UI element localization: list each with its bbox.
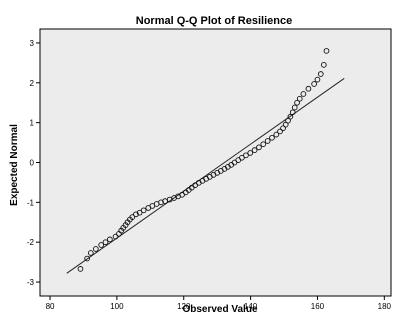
data-point <box>140 207 147 214</box>
data-point <box>92 246 99 252</box>
data-point <box>287 113 294 120</box>
data-point <box>256 144 262 151</box>
data-point <box>112 233 119 240</box>
y-tick-label: 0 <box>30 159 35 168</box>
data-point <box>239 154 245 161</box>
data-point <box>296 95 303 102</box>
data-point <box>87 250 94 256</box>
reference-line <box>66 78 345 274</box>
data-point <box>311 81 317 87</box>
data-point <box>280 125 286 132</box>
plot-area <box>39 28 392 297</box>
data-point <box>133 211 139 218</box>
x-tick-label: 80 <box>46 302 55 311</box>
data-point <box>243 152 249 159</box>
data-point <box>129 214 136 220</box>
y-tick-label: 2 <box>30 79 35 88</box>
data-points <box>77 48 330 272</box>
data-point <box>247 150 254 156</box>
axis-ticks: 80 100 120 140 160 180 -3 -2 -1 0 1 2 3 <box>27 39 392 311</box>
data-point <box>264 138 271 144</box>
data-point <box>158 199 164 206</box>
data-point <box>77 266 84 272</box>
y-tick-label: -3 <box>27 278 35 287</box>
data-point <box>294 99 300 106</box>
data-point <box>102 239 109 246</box>
data-point <box>277 128 283 135</box>
data-point <box>260 141 267 148</box>
y-tick-label: -2 <box>27 238 35 247</box>
data-point <box>317 71 324 77</box>
x-tick-label: 100 <box>110 302 124 311</box>
x-tick-label: 160 <box>311 302 325 311</box>
x-tick-label: 140 <box>244 302 258 311</box>
data-point <box>314 76 321 83</box>
data-point <box>291 104 298 111</box>
data-point <box>98 242 105 248</box>
data-point <box>269 134 275 141</box>
y-axis-label: Expected Normal <box>9 124 20 206</box>
data-point <box>273 131 280 138</box>
data-point <box>323 48 330 54</box>
x-axis-label: Observed Value <box>182 304 257 315</box>
data-point <box>136 209 143 216</box>
y-tick-label: -1 <box>27 198 35 207</box>
y-tick-label: 1 <box>30 119 35 128</box>
y-tick-label: 3 <box>30 39 35 48</box>
data-point <box>300 91 307 97</box>
x-tick-label: 180 <box>378 302 392 311</box>
x-tick-label: 120 <box>177 302 191 311</box>
data-point <box>251 147 258 153</box>
data-point <box>320 62 327 68</box>
data-point <box>305 85 312 92</box>
chart-title: Normal Q-Q Plot of Resilience <box>136 15 292 27</box>
data-point <box>84 255 90 262</box>
data-point <box>289 109 296 116</box>
data-point <box>107 236 113 243</box>
